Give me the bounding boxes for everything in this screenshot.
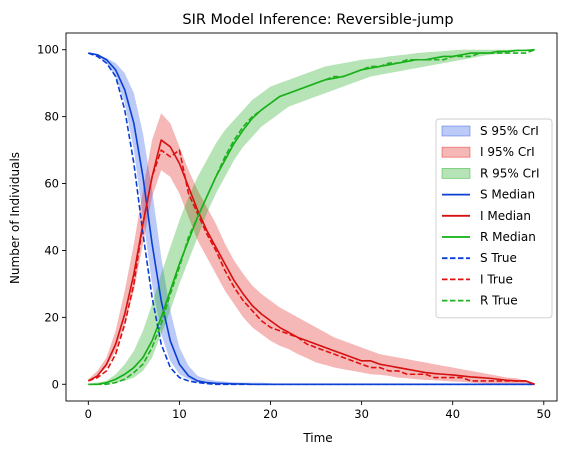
line-i-median: [87, 139, 535, 386]
y-tick-label: 40: [44, 243, 59, 257]
x-tick-label: 20: [263, 407, 278, 421]
y-tick-label: 0: [52, 377, 59, 391]
chart-title: SIR Model Inference: Reversible-jump: [182, 12, 453, 28]
y-tick-label: 20: [44, 310, 59, 324]
y-tick-label: 60: [44, 177, 59, 191]
legend-label-r-median: R Median: [480, 230, 536, 244]
x-tick-label: 40: [445, 407, 460, 421]
legend-swatch-s-95pct-cri: [441, 125, 471, 137]
legend-label-r-true: R True: [480, 294, 518, 308]
line-s-true: [88, 52, 535, 386]
legend-swatch-i-95pct-cri: [441, 146, 471, 158]
x-tick-label: 30: [354, 407, 369, 421]
legend-label-s-median: S Median: [480, 188, 535, 202]
x-tick-label: 10: [172, 407, 187, 421]
plot-frame: [65, 32, 558, 402]
y-tick-label: 100: [37, 43, 59, 57]
series-lines: [87, 48, 535, 386]
y-tick-label: 80: [44, 110, 59, 124]
legend-label-s-95pct-cri: S 95% CrI: [480, 124, 539, 138]
band-i-95pct-cri: [88, 113, 535, 385]
x-axis-label: Time: [302, 431, 332, 445]
line-i-true: [88, 149, 535, 386]
legend-swatch-r-95pct-cri: [441, 167, 471, 179]
x-tick-label: 0: [85, 407, 92, 421]
credible-bands: [88, 49, 535, 385]
axes: 0 10 20 30 40 50 0 20 40 60 80 100: [37, 32, 558, 421]
x-tick-label: 50: [536, 407, 551, 421]
legend-label-i-95pct-cri: I 95% CrI: [480, 145, 535, 159]
legend-label-r-95pct-cri: R 95% CrI: [480, 166, 540, 180]
y-axis-label: Number of Individuals: [8, 152, 22, 284]
line-r-true: [88, 48, 535, 386]
legend-label-i-true: I True: [480, 272, 513, 286]
legend-label-s-true: S True: [480, 251, 517, 265]
legend: S 95% CrI I 95% CrI R 95% CrI S Median I Med…: [435, 118, 553, 319]
legend-label-i-median: I Median: [480, 209, 531, 223]
